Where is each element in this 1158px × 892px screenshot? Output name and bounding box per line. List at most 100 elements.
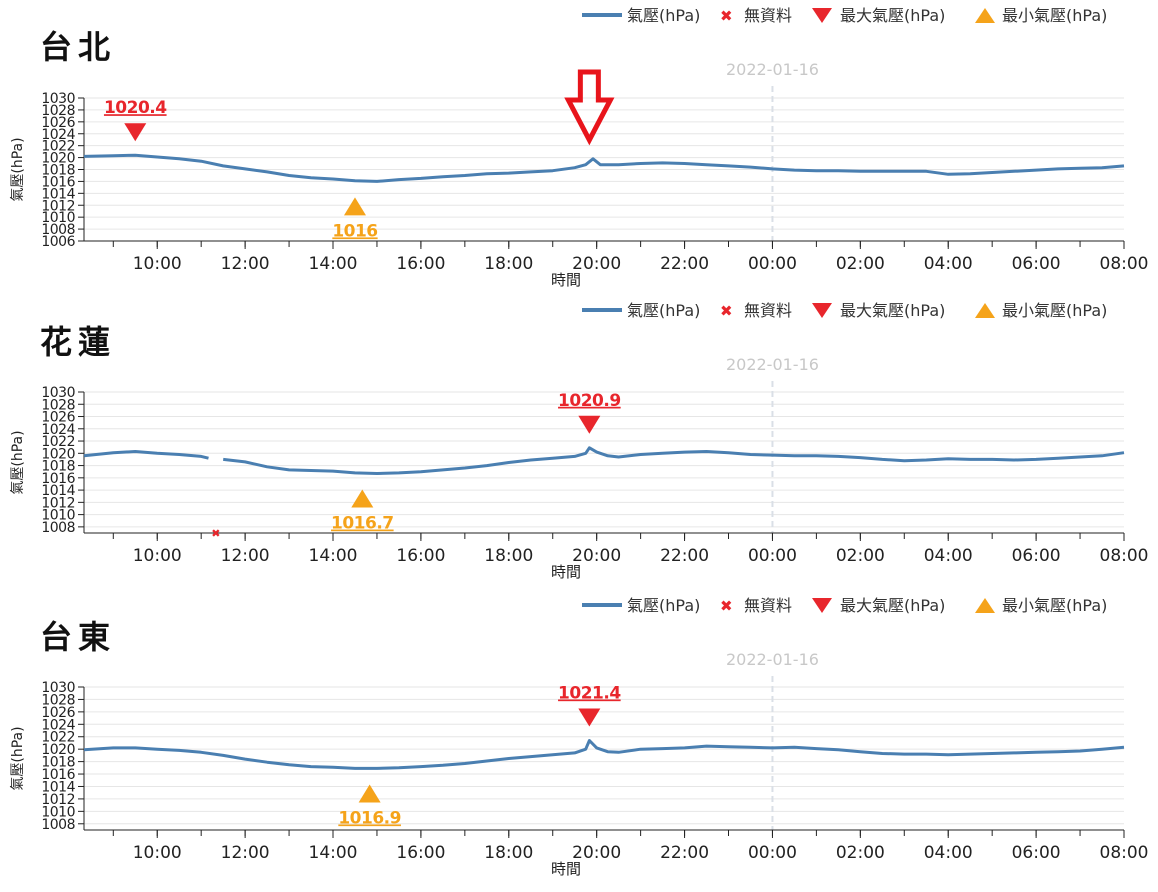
- legend-max-label: 最大氣壓(hPa): [840, 596, 945, 615]
- legend-max-label: 最大氣壓(hPa): [840, 6, 945, 25]
- annotation-arrow-icon: [564, 69, 615, 146]
- legend-min-icon: [975, 8, 995, 23]
- min-label: 1016: [332, 221, 377, 241]
- y-tick-label: 1022: [41, 730, 75, 746]
- x-tick-label: 06:00: [1012, 843, 1061, 863]
- y-tick-label: 1024: [41, 127, 75, 143]
- x-tick-label: 20:00: [572, 254, 621, 274]
- y-tick-label: 1010: [41, 508, 75, 524]
- x-tick-label: 16:00: [396, 254, 445, 274]
- x-tick-label: 00:00: [748, 843, 797, 863]
- y-tick-label: 1022: [41, 139, 75, 155]
- gridlines: 1008101010121014101610181020102210241026…: [41, 385, 1124, 536]
- x-tick-label: 22:00: [660, 546, 709, 566]
- legend-nodata-icon: ✖: [720, 7, 733, 25]
- max-marker: [578, 415, 601, 434]
- x-tick-label: 12:00: [221, 546, 270, 566]
- legend-nodata-label: 無資料: [744, 6, 792, 25]
- x-tick-label: 10:00: [133, 546, 182, 566]
- legend: 氣壓(hPa) ✖ 無資料 最大氣壓(hPa) 最小氣壓(hPa): [582, 596, 1107, 615]
- x-tick-label: 20:00: [572, 546, 621, 566]
- legend-max-label: 最大氣壓(hPa): [840, 301, 945, 320]
- y-tick-label: 1030: [41, 385, 75, 401]
- y-tick-label: 1008: [41, 520, 75, 536]
- x-tick-label: 04:00: [924, 843, 973, 863]
- x-tick-label: 02:00: [836, 254, 885, 274]
- x-tick-label: 08:00: [1100, 843, 1149, 863]
- y-tick-label: 1022: [41, 434, 75, 450]
- y-tick-label: 1006: [41, 234, 75, 250]
- station-title: 台北: [40, 28, 116, 66]
- legend-pressure-label: 氣壓(hPa): [627, 301, 700, 320]
- legend-min-icon: [975, 598, 995, 613]
- x-tick-label: 02:00: [836, 546, 885, 566]
- y-tick-label: 1030: [41, 91, 75, 107]
- gridlines: 1006100810101012101410161018102010221024…: [41, 91, 1124, 250]
- legend-max-icon: [812, 303, 832, 318]
- min-marker: [343, 197, 366, 216]
- x-tick-label: 22:00: [660, 843, 709, 863]
- y-tick-label: 1016: [41, 174, 75, 190]
- min-label: 1016.7: [331, 514, 394, 534]
- min-label: 1016.9: [338, 808, 401, 828]
- x-tick-label: 14:00: [309, 254, 358, 274]
- x-tick-label: 16:00: [396, 546, 445, 566]
- max-label: 1020.9: [558, 391, 621, 411]
- legend-nodata-icon: ✖: [720, 302, 733, 320]
- x-tick-label: 12:00: [221, 254, 270, 274]
- y-tick-label: 1010: [41, 210, 75, 226]
- x-tick-label: 06:00: [1012, 546, 1061, 566]
- station-title: 台東: [40, 618, 116, 656]
- legend-pressure-label: 氣壓(hPa): [627, 596, 700, 615]
- max-marker: [578, 708, 601, 727]
- x-axis-title: 時間: [551, 563, 581, 581]
- min-marker: [358, 784, 381, 803]
- pressure-series-line: [83, 739, 1125, 770]
- y-tick-label: 1008: [41, 222, 75, 238]
- date-label: 2022-01-16: [726, 60, 819, 79]
- legend: 氣壓(hPa) ✖ 無資料 最大氣壓(hPa) 最小氣壓(hPa): [582, 301, 1107, 320]
- y-tick-label: 1014: [41, 779, 75, 795]
- x-tick-label: 14:00: [309, 546, 358, 566]
- chart-1: 氣壓(hPa) ✖ 無資料 最大氣壓(hPa) 最小氣壓(hPa) 台北 2022-01-1…: [10, 6, 1149, 289]
- y-axis-title: 氣壓(hPa): [10, 430, 26, 494]
- x-tick-label: 16:00: [396, 843, 445, 863]
- y-tick-label: 1018: [41, 755, 75, 771]
- y-tick-label: 1012: [41, 792, 75, 808]
- date-label: 2022-01-16: [726, 355, 819, 374]
- legend: 氣壓(hPa) ✖ 無資料 最大氣壓(hPa) 最小氣壓(hPa): [582, 6, 1107, 25]
- y-tick-label: 1020: [41, 446, 75, 462]
- legend-nodata-label: 無資料: [744, 596, 792, 615]
- y-tick-label: 1028: [41, 103, 75, 119]
- x-tick-label: 04:00: [924, 254, 973, 274]
- legend-min-label: 最小氣壓(hPa): [1002, 596, 1107, 615]
- y-tick-label: 1012: [41, 495, 75, 511]
- legend-nodata-label: 無資料: [744, 301, 792, 320]
- legend-min-label: 最小氣壓(hPa): [1002, 301, 1107, 320]
- date-label: 2022-01-16: [726, 650, 819, 669]
- y-tick-label: 1018: [41, 459, 75, 475]
- legend-pressure-label: 氣壓(hPa): [627, 6, 700, 25]
- x-tick-label: 18:00: [484, 254, 533, 274]
- station-title: 花蓮: [40, 323, 116, 361]
- y-axis-title: 氣壓(hPa): [10, 726, 26, 790]
- legend-min-icon: [975, 303, 995, 318]
- legend-nodata-icon: ✖: [720, 597, 733, 615]
- pressure-series-line: [83, 153, 1125, 183]
- x-tick-label: 22:00: [660, 254, 709, 274]
- min-marker: [351, 489, 374, 508]
- y-tick-label: 1028: [41, 692, 75, 708]
- x-tick-label: 04:00: [924, 546, 973, 566]
- x-tick-label: 12:00: [221, 843, 270, 863]
- x-tick-label: 20:00: [572, 843, 621, 863]
- y-tick-label: 1020: [41, 151, 75, 167]
- chart-2: 氣壓(hPa) ✖ 無資料 最大氣壓(hPa) 最小氣壓(hPa) 花蓮 2022-01-1…: [10, 301, 1149, 581]
- x-tick-label: 02:00: [836, 843, 885, 863]
- y-tick-label: 1028: [41, 397, 75, 413]
- y-tick-label: 1018: [41, 163, 75, 179]
- x-axis-title: 時間: [551, 860, 581, 878]
- legend-max-icon: [812, 598, 832, 613]
- max-label: 1021.4: [558, 683, 621, 703]
- x-tick-label: 00:00: [748, 254, 797, 274]
